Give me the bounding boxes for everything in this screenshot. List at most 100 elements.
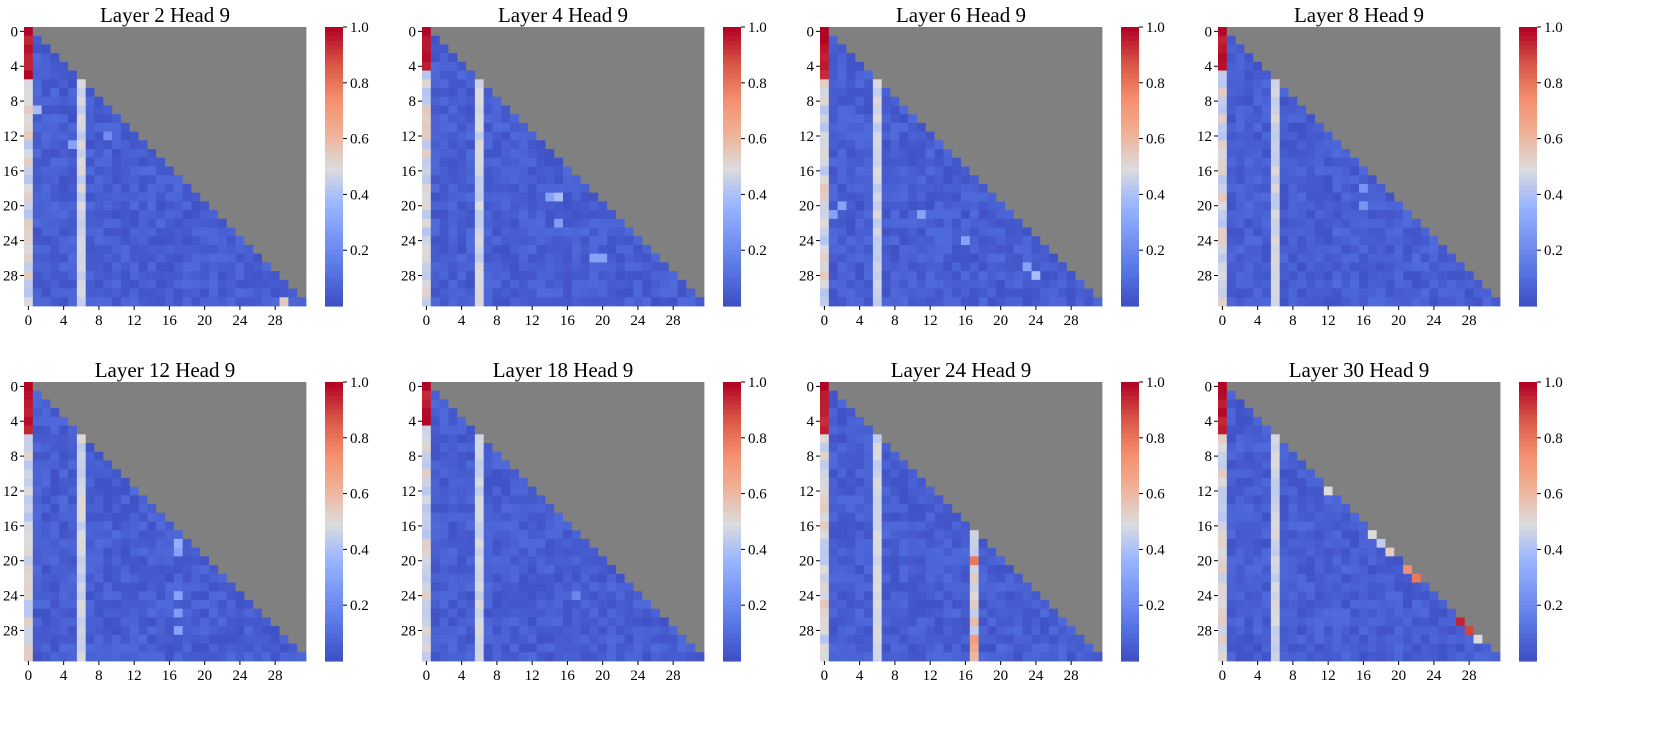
heatmap-cell [147, 262, 157, 272]
heatmap-cell [1367, 192, 1378, 202]
colorbar-segment [1121, 124, 1139, 130]
heatmap-cell [1482, 271, 1492, 281]
heatmap-cell [633, 70, 643, 80]
heatmap-cell [1332, 88, 1342, 98]
heatmap-cell [1359, 288, 1369, 298]
heatmap-cell [969, 175, 980, 185]
heatmap-cell [235, 70, 245, 80]
heatmap-cell [1262, 35, 1272, 45]
heatmap-cell [1403, 27, 1413, 37]
heatmap-cell [138, 288, 148, 298]
heatmap-cell [129, 390, 139, 400]
heatmap-cell [85, 271, 95, 281]
heatmap-cell [474, 27, 485, 37]
heatmap-cell [1075, 157, 1085, 167]
heatmap-cell [1350, 183, 1360, 194]
heatmap-cell [1314, 140, 1325, 150]
heatmap-cell [996, 140, 1006, 150]
heatmap-cell [217, 96, 228, 106]
heatmap-cell [270, 297, 280, 307]
colorbar-segment [1519, 161, 1537, 168]
heatmap-cell [147, 140, 157, 150]
heatmap-cell [173, 451, 184, 461]
heatmap-cell [828, 192, 839, 202]
heatmap-cell [695, 88, 705, 98]
heatmap-cell [1323, 201, 1333, 211]
heatmap-cell [1429, 218, 1439, 228]
heatmap-cell [156, 96, 166, 106]
heatmap-cell [200, 504, 210, 514]
heatmap-cell [226, 288, 236, 298]
heatmap-cell [492, 157, 502, 167]
heatmap-cell [50, 469, 60, 479]
heatmap-cell [448, 149, 458, 159]
heatmap-cell [483, 105, 493, 115]
heatmap-cell [209, 253, 219, 263]
heatmap-cell [642, 96, 652, 106]
heatmap-cell [457, 53, 467, 63]
heatmap-cell [253, 451, 263, 461]
heatmap-cell [633, 96, 643, 106]
heatmap-cell [978, 131, 988, 141]
heatmap-cell [147, 105, 157, 115]
heatmap-cell [68, 140, 78, 150]
heatmap-cell [226, 88, 236, 98]
heatmap-cell [120, 262, 131, 272]
colorbar-segment [723, 250, 741, 256]
heatmap-cell [103, 425, 113, 435]
heatmap-cell [156, 175, 166, 185]
colorbar-segment [1519, 268, 1537, 275]
heatmap-cell [1244, 44, 1254, 54]
heatmap-cell [1235, 262, 1245, 272]
heatmap-cell [191, 140, 201, 150]
heatmap-cell [1040, 88, 1050, 98]
heatmap-cell [156, 262, 166, 272]
heatmap-cell [59, 53, 69, 63]
heatmap-cell [182, 399, 192, 409]
heatmap-cell [1491, 149, 1501, 159]
heatmap-cell [492, 271, 502, 281]
heatmap-cell [1235, 27, 1245, 37]
heatmap-cell [24, 253, 34, 263]
heatmap-cell [24, 477, 34, 488]
heatmap-cell [1031, 105, 1041, 115]
heatmap-cell [50, 390, 60, 400]
heatmap-cell [217, 149, 228, 159]
heatmap-cell [1306, 114, 1316, 124]
heatmap-cell [987, 288, 997, 298]
heatmap-cell [120, 149, 131, 159]
heatmap-cell [563, 35, 573, 45]
heatmap-cell [244, 469, 254, 479]
heatmap-cell [68, 88, 78, 98]
heatmap-cell [1218, 79, 1228, 89]
heatmap-cell [943, 218, 953, 228]
heatmap-cell [1235, 140, 1245, 150]
heatmap-cell [908, 236, 918, 246]
heatmap-cell [68, 183, 78, 194]
heatmap-cell [571, 44, 582, 54]
heatmap-cell [1066, 227, 1076, 237]
heatmap-cell [518, 279, 529, 289]
heatmap-cell [244, 183, 254, 194]
heatmap-cell [1279, 157, 1289, 167]
heatmap-cell [1350, 44, 1360, 54]
heatmap-cell [952, 114, 962, 124]
heatmap-cell [1244, 183, 1254, 194]
heatmap-cell [846, 288, 856, 298]
heatmap-cell [695, 61, 705, 71]
heatmap-cell [1314, 70, 1325, 80]
heatmap-cell [1438, 157, 1448, 167]
heatmap-cell [510, 131, 520, 141]
colorbar-segment [325, 189, 343, 195]
heatmap-cell [987, 79, 997, 89]
colorbar-segment [723, 199, 741, 205]
heatmap-cell [244, 201, 254, 211]
heatmap-cell [598, 44, 608, 54]
heatmap-cell [1218, 35, 1228, 45]
heatmap-cell [24, 210, 34, 220]
heatmap-cell [1420, 27, 1430, 37]
heatmap-cell [1491, 166, 1501, 176]
heatmap-cell [987, 218, 997, 228]
heatmap-cell [987, 131, 997, 141]
